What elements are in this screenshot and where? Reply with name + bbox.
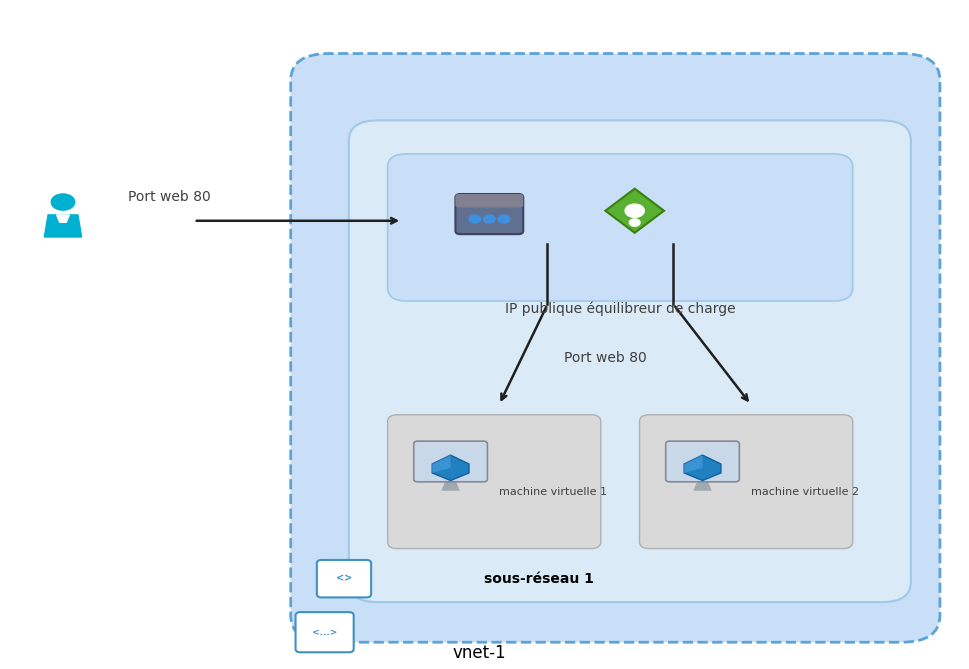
Polygon shape (606, 189, 664, 233)
FancyBboxPatch shape (388, 415, 601, 549)
Text: Port web 80: Port web 80 (128, 190, 211, 204)
Polygon shape (432, 455, 469, 480)
FancyBboxPatch shape (666, 441, 739, 482)
Text: Port web 80: Port web 80 (564, 351, 647, 365)
Circle shape (469, 215, 481, 223)
FancyBboxPatch shape (640, 415, 853, 549)
Text: <...>: <...> (312, 628, 337, 637)
Circle shape (51, 194, 75, 210)
Polygon shape (441, 482, 459, 491)
Circle shape (629, 219, 641, 226)
Text: vnet-1: vnet-1 (453, 644, 507, 662)
FancyBboxPatch shape (317, 560, 371, 597)
Text: <>: <> (336, 574, 352, 583)
FancyBboxPatch shape (455, 194, 523, 207)
FancyBboxPatch shape (296, 612, 354, 652)
Circle shape (498, 215, 510, 223)
Polygon shape (45, 215, 81, 237)
Polygon shape (432, 455, 451, 473)
FancyBboxPatch shape (455, 194, 523, 234)
Polygon shape (684, 455, 721, 480)
Polygon shape (694, 482, 711, 491)
FancyBboxPatch shape (291, 54, 940, 642)
Text: IP publique équilibreur de charge: IP publique équilibreur de charge (505, 301, 735, 316)
FancyBboxPatch shape (349, 120, 911, 602)
Circle shape (484, 215, 495, 223)
Circle shape (625, 204, 644, 217)
Polygon shape (684, 455, 703, 473)
FancyBboxPatch shape (388, 154, 853, 301)
Polygon shape (56, 215, 70, 222)
Text: machine virtuelle 2: machine virtuelle 2 (751, 487, 860, 496)
Text: machine virtuelle 1: machine virtuelle 1 (499, 487, 607, 496)
Text: sous-réseau 1: sous-réseau 1 (484, 572, 594, 585)
FancyBboxPatch shape (414, 441, 487, 482)
